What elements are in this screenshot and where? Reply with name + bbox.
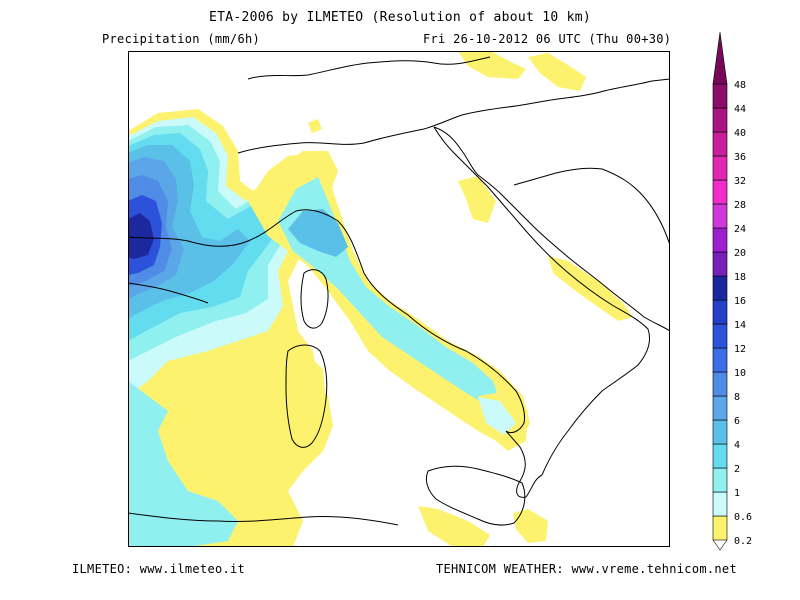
legend-tick-label: 28 [734, 200, 746, 211]
legend-tick-label: 16 [734, 296, 746, 307]
legend-swatch [712, 179, 728, 205]
legend-swatch [712, 419, 728, 445]
legend-tick-label: 8 [734, 392, 740, 403]
coastline-north-africa [128, 512, 399, 526]
legend-tick-label: 32 [734, 176, 746, 187]
coastline-istria-croatia [433, 126, 670, 332]
legend-tick-label: 1 [734, 488, 740, 499]
legend-tick-label: 18 [734, 272, 746, 283]
precip-blue-ligurian [288, 209, 348, 257]
coastline-adriatic-italy [433, 126, 651, 476]
field-label: Precipitation (mm/6h) [102, 32, 261, 46]
legend-tick-label: 40 [734, 128, 746, 139]
legend-swatch [712, 155, 728, 181]
legend-tick-label: 2 [734, 464, 740, 475]
coastline-mainland-italy [128, 209, 543, 498]
precipitation-map [128, 51, 670, 547]
legend-tick-label: 14 [734, 320, 746, 331]
map-frame [128, 51, 670, 547]
coastline-sardinia [285, 344, 328, 448]
border-austria-hungary [507, 78, 670, 108]
border-balkans [513, 167, 670, 246]
legend-swatch [712, 443, 728, 469]
legend-tick-label: 48 [734, 80, 746, 91]
legend-tick-label: 44 [734, 104, 746, 115]
legend-swatch [712, 107, 728, 133]
legend-tick-label: 0.6 [734, 512, 752, 523]
coastline-sicily [425, 465, 526, 526]
footer-credit: TEHNICOM WEATHER: www.vreme.tehnicom.net [436, 562, 737, 576]
legend-swatch [712, 251, 728, 277]
map-title: ETA-2006 by ILMETEO (Resolution of about… [209, 10, 591, 25]
legend-swatch [712, 371, 728, 397]
legend-tick-label: 0.2 [734, 536, 752, 547]
border-france-spain [128, 282, 209, 304]
footer-source: ILMETEO: www.ilmeteo.it [72, 562, 246, 576]
legend-swatch [712, 323, 728, 349]
legend-swatch [712, 467, 728, 493]
coastline-corsica [300, 269, 329, 329]
legend-tick-label: 10 [734, 368, 746, 379]
border-alps [237, 106, 509, 154]
valid-time: Fri 26-10-2012 06 UTC (Thu 00+30) [423, 32, 672, 46]
legend-swatch [712, 203, 728, 229]
legend-tick-label: 12 [734, 344, 746, 355]
legend-swatch [712, 299, 728, 325]
legend-swatch [712, 347, 728, 373]
legend-tick-label: 36 [734, 152, 746, 163]
legend-swatch [712, 131, 728, 157]
legend-swatch [712, 515, 728, 541]
legend-swatch [712, 31, 728, 85]
coastlines [128, 56, 670, 526]
legend-lower-wedge [712, 539, 728, 551]
precip-cyan-west-lower [128, 381, 238, 547]
legend-tick-label: 6 [734, 416, 740, 427]
legend-swatch [712, 395, 728, 421]
legend-swatch [712, 275, 728, 301]
legend-swatch [712, 83, 728, 109]
legend-swatch [712, 227, 728, 253]
legend-tick-label: 4 [734, 440, 740, 451]
legend-swatch [712, 491, 728, 517]
legend-tick-label: 20 [734, 248, 746, 259]
legend-tick-label: 24 [734, 224, 746, 235]
precip-blue16-west [128, 213, 154, 259]
border-north [247, 56, 491, 80]
